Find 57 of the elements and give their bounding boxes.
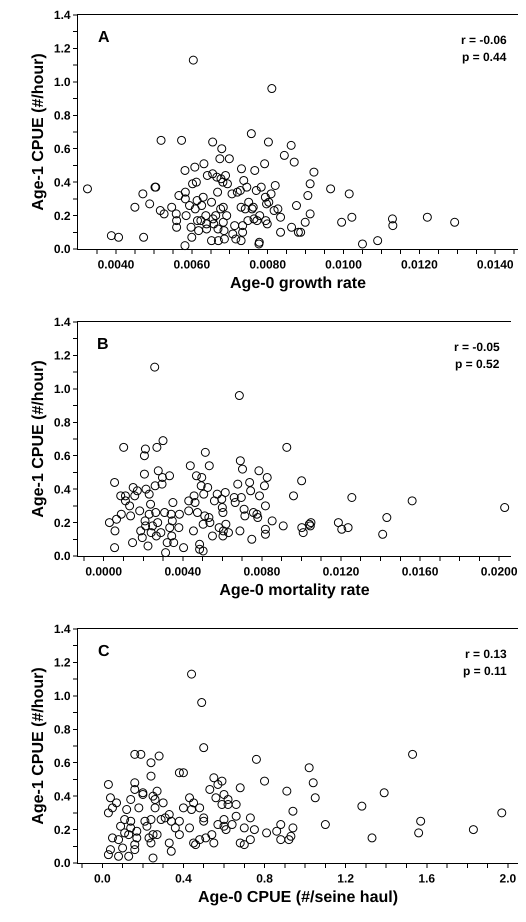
annotation: r = -0.05: [454, 340, 500, 354]
x-tick-label: 0.4: [175, 871, 192, 886]
y-tick-label: 0.2: [54, 822, 71, 837]
y-tick-label: 0.2: [54, 516, 71, 530]
y-tick-label: 1.0: [54, 382, 71, 396]
y-tick-label: 0.0: [54, 856, 71, 870]
annotation: r = -0.06: [461, 33, 508, 47]
y-axis-title: Age-1 CPUE (#/hour): [30, 360, 47, 518]
y-tick-label: 0.8: [54, 722, 71, 736]
x-axis-title: Age-0 growth rate: [230, 275, 366, 292]
x-tick-label: 0.0040: [164, 564, 202, 578]
y-tick-label: 0.6: [54, 756, 71, 770]
x-tick-label: 0.0100: [325, 257, 362, 272]
y-axis-title: Age-1 CPUE (#/hour): [30, 667, 47, 825]
x-tick-label: 0.0200: [480, 564, 518, 578]
x-tick-label: 0.0: [94, 871, 111, 886]
x-tick-label: 0.0080: [249, 257, 286, 272]
annotation: p = 0.52: [455, 357, 500, 371]
y-tick-label: 1.2: [54, 42, 71, 56]
x-tick-label: 1.2: [337, 871, 354, 886]
y-tick-label: 1.0: [54, 689, 71, 704]
x-axis-title: Age-0 mortality rate: [219, 582, 370, 600]
y-tick-label: 1.4: [54, 622, 71, 636]
x-tick-label: 0.0120: [322, 564, 360, 578]
x-tick-label: 0.0040: [98, 257, 135, 272]
y-tick-label: 0.4: [54, 482, 71, 496]
annotation: p = 0.44: [462, 50, 507, 64]
x-tick-label: 0.0000: [85, 564, 122, 578]
annotation: p = 0.11: [463, 664, 508, 678]
y-tick-label: 0.0: [54, 549, 71, 564]
annotation: C: [98, 643, 110, 660]
y-axis-title: Age-1 CPUE (#/hour): [30, 53, 47, 211]
y-tick-label: 1.2: [54, 348, 71, 363]
x-tick-label: 0.0140: [476, 257, 514, 272]
x-tick-label: 2.0: [500, 871, 517, 886]
x-tick-label: 0.8: [256, 871, 274, 886]
annotation: r = 0.13: [465, 647, 508, 661]
x-tick-label: 0.0160: [402, 564, 439, 578]
x-tick-label: 0.0080: [244, 564, 281, 578]
y-tick-label: 0.4: [54, 789, 71, 804]
y-tick-label: 0.8: [54, 415, 71, 430]
y-tick-label: 0.6: [54, 448, 71, 463]
y-tick-label: 0.4: [54, 175, 71, 190]
x-tick-label: 0.0120: [401, 257, 438, 272]
annotation: B: [97, 336, 109, 353]
y-tick-label: 1.0: [54, 75, 71, 90]
annotation: A: [98, 29, 110, 46]
x-tick-label: 1.6: [418, 871, 436, 886]
y-tick-label: 0.0: [54, 242, 71, 256]
y-tick-label: 0.6: [54, 142, 71, 156]
y-tick-label: 0.8: [54, 108, 71, 122]
y-tick-label: 1.4: [54, 315, 71, 330]
x-axis-title: Age-0 CPUE (#/seine haul): [198, 889, 398, 906]
x-tick-label: 0.0060: [173, 257, 210, 272]
y-tick-label: 0.2: [54, 208, 71, 223]
y-tick-label: 1.4: [54, 8, 71, 22]
y-tick-label: 1.2: [54, 656, 71, 670]
